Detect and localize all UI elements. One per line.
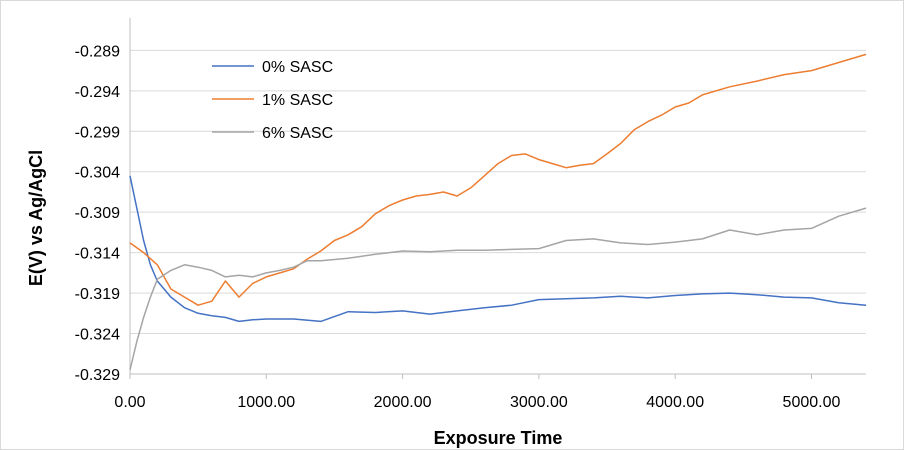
x-tick-label: 4000.00 bbox=[646, 394, 704, 411]
x-tick-label: 3000.00 bbox=[510, 394, 568, 411]
legend-label: 1% SASC bbox=[262, 92, 333, 109]
y-tick-label: -0.299 bbox=[75, 124, 120, 141]
x-axis-title: Exposure Time bbox=[434, 428, 563, 448]
legend-label: 6% SASC bbox=[262, 125, 333, 142]
series-line-2 bbox=[129, 207, 867, 371]
legend-label: 0% SASC bbox=[262, 59, 333, 76]
series-line-1 bbox=[129, 53, 867, 306]
x-tick-label: 0.00 bbox=[114, 394, 145, 411]
series-line-0 bbox=[129, 175, 867, 323]
x-tick-label: 1000.00 bbox=[237, 394, 295, 411]
y-tick-label: -0.319 bbox=[75, 286, 120, 303]
y-tick-label: -0.294 bbox=[75, 84, 120, 101]
y-tick-label: -0.314 bbox=[75, 246, 120, 263]
x-tick-label: 5000.00 bbox=[783, 394, 841, 411]
y-axis-title: E(V) vs Ag/AgCl bbox=[26, 150, 46, 286]
y-tick-label: -0.304 bbox=[75, 165, 120, 182]
y-tick-label: -0.289 bbox=[75, 43, 120, 60]
axes bbox=[129, 18, 866, 379]
series-lines bbox=[129, 53, 867, 371]
x-tick-label: 2000.00 bbox=[374, 394, 432, 411]
y-tick-label: -0.309 bbox=[75, 205, 120, 222]
y-tick-label: -0.324 bbox=[75, 327, 120, 344]
y-tick-label: -0.329 bbox=[75, 367, 120, 384]
tick-labels: -0.289 -0.294 -0.299 -0.304 -0.309 -0.314 -0.3… bbox=[75, 43, 841, 411]
legend: 0% SASC 1% SASC 6% SASC bbox=[212, 59, 333, 142]
